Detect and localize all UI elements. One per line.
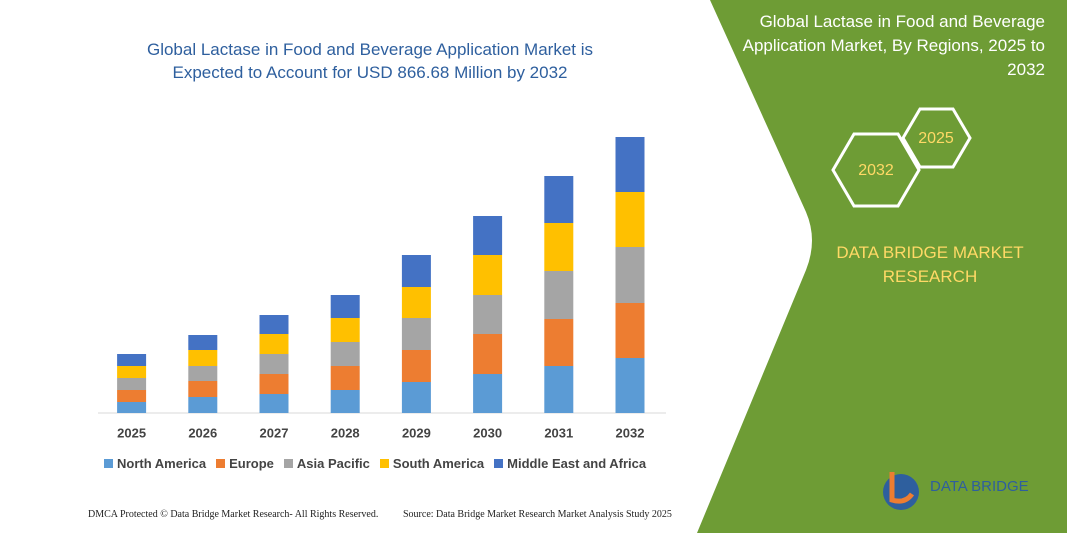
logo-icon xyxy=(883,474,919,510)
bar-segment xyxy=(188,350,218,366)
legend-item: Europe xyxy=(216,456,274,471)
bar-segment xyxy=(544,223,574,271)
legend-swatch xyxy=(494,459,504,468)
bar-segment xyxy=(544,271,574,319)
legend-label: South America xyxy=(392,456,485,471)
bar-segment xyxy=(188,366,218,381)
bar-segment xyxy=(401,318,431,350)
hexagon xyxy=(901,107,972,169)
bar-segment xyxy=(259,374,289,394)
legend-swatch xyxy=(283,459,293,468)
bar-segment xyxy=(473,216,503,255)
bar-segment xyxy=(259,315,289,334)
brand: DATA BRIDGE MARKET RESEARCH xyxy=(836,243,1024,286)
legend-label: North America xyxy=(117,456,207,471)
x-tick-label: 2031 xyxy=(544,425,573,440)
bar-segment xyxy=(473,295,503,334)
x-tick-label: 2026 xyxy=(188,425,217,440)
bar-segment xyxy=(330,342,360,366)
x-tick-label: 2032 xyxy=(616,425,645,440)
bar-segment xyxy=(117,354,147,366)
bar-segment xyxy=(188,335,218,350)
legend-swatch xyxy=(216,459,226,468)
hex-label: 2032 xyxy=(858,162,894,179)
bar-segment xyxy=(615,192,645,247)
bar-segment xyxy=(401,287,431,318)
legend-item: Asia Pacific xyxy=(283,456,370,471)
bar-segment xyxy=(188,397,218,413)
bar-segment xyxy=(330,390,360,413)
legend-item: North America xyxy=(104,456,206,471)
bar-segment xyxy=(401,255,431,287)
legend-item: Middle East and Africa xyxy=(494,456,646,471)
bar-segment xyxy=(330,318,360,342)
bar-segment xyxy=(615,137,645,192)
x-tick-label: 2030 xyxy=(473,425,502,440)
bar-segment xyxy=(117,402,147,413)
panel-title: Global Lactase in Food and Beverage Appl… xyxy=(742,12,1045,79)
legend-label: Asia Pacific xyxy=(296,456,370,471)
chart-title: Global Lactase in Food and Beverage Appl… xyxy=(146,40,594,82)
legend-swatch xyxy=(379,459,389,468)
x-tick-label: 2027 xyxy=(260,425,289,440)
footer-right: Source: Data Bridge Market Research Mark… xyxy=(403,509,672,520)
bar-segment xyxy=(473,374,503,413)
bar-segment xyxy=(330,366,360,390)
hex-label: 2025 xyxy=(918,130,954,147)
bar-segment xyxy=(544,176,574,223)
bar-segment xyxy=(330,295,360,318)
bar-segment xyxy=(117,390,147,402)
green-panel xyxy=(697,0,1067,533)
footer-left: DMCA Protected © Data Bridge Market Rese… xyxy=(88,509,379,520)
bar-segment xyxy=(473,334,503,374)
hexagon xyxy=(831,132,921,208)
legend-label: Middle East and Africa xyxy=(507,456,647,471)
bar-segment xyxy=(259,334,289,354)
bar-segment xyxy=(544,319,574,366)
bar-segment xyxy=(615,247,645,303)
bar-segment xyxy=(259,354,289,374)
legend: North America Europe Asia Pacific South Ame… xyxy=(104,456,646,471)
logo-icon xyxy=(889,472,915,504)
bar-segment xyxy=(544,366,574,413)
legend-item: South America xyxy=(379,456,485,471)
bar-segment xyxy=(615,358,645,413)
bar-segment xyxy=(401,382,431,413)
x-tick-label: 2028 xyxy=(331,425,360,440)
bar-segment xyxy=(401,350,431,382)
bar-segment xyxy=(473,255,503,295)
bar-segment xyxy=(259,394,289,413)
legend-swatch xyxy=(104,459,113,468)
bar-segment xyxy=(117,378,147,390)
legend-label: Europe xyxy=(229,456,274,471)
logo-text: DATA BRIDGE xyxy=(930,478,1029,495)
bar-segment xyxy=(117,366,147,378)
x-tick-label: 2025 xyxy=(117,425,146,440)
bar-segment xyxy=(615,303,645,358)
x-tick-label: 2029 xyxy=(402,425,431,440)
bar-segment xyxy=(188,381,218,397)
